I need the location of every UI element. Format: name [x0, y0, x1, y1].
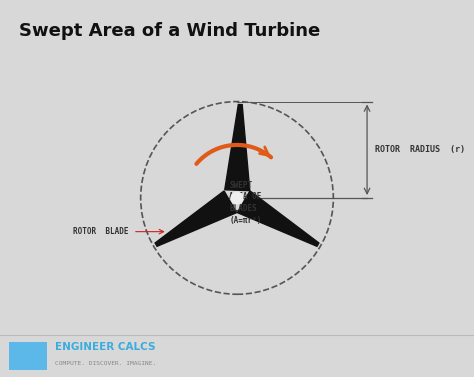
- Text: ROTOR  RADIUS  (r): ROTOR RADIUS (r): [375, 145, 465, 154]
- Polygon shape: [225, 104, 250, 191]
- Text: ROTOR  BLADE: ROTOR BLADE: [73, 227, 129, 236]
- Circle shape: [231, 192, 243, 204]
- Polygon shape: [237, 191, 319, 246]
- Polygon shape: [155, 191, 237, 246]
- Text: Swept Area of a Wind Turbine: Swept Area of a Wind Turbine: [19, 21, 320, 40]
- Text: SWEPT
AREA OF
BLADES
(A=πr²): SWEPT AREA OF BLADES (A=πr²): [229, 181, 262, 225]
- FancyBboxPatch shape: [9, 342, 47, 370]
- Text: ENGINEER CALCS: ENGINEER CALCS: [55, 342, 155, 352]
- Text: COMPUTE. DISCOVER. IMAGINE.: COMPUTE. DISCOVER. IMAGINE.: [55, 361, 156, 366]
